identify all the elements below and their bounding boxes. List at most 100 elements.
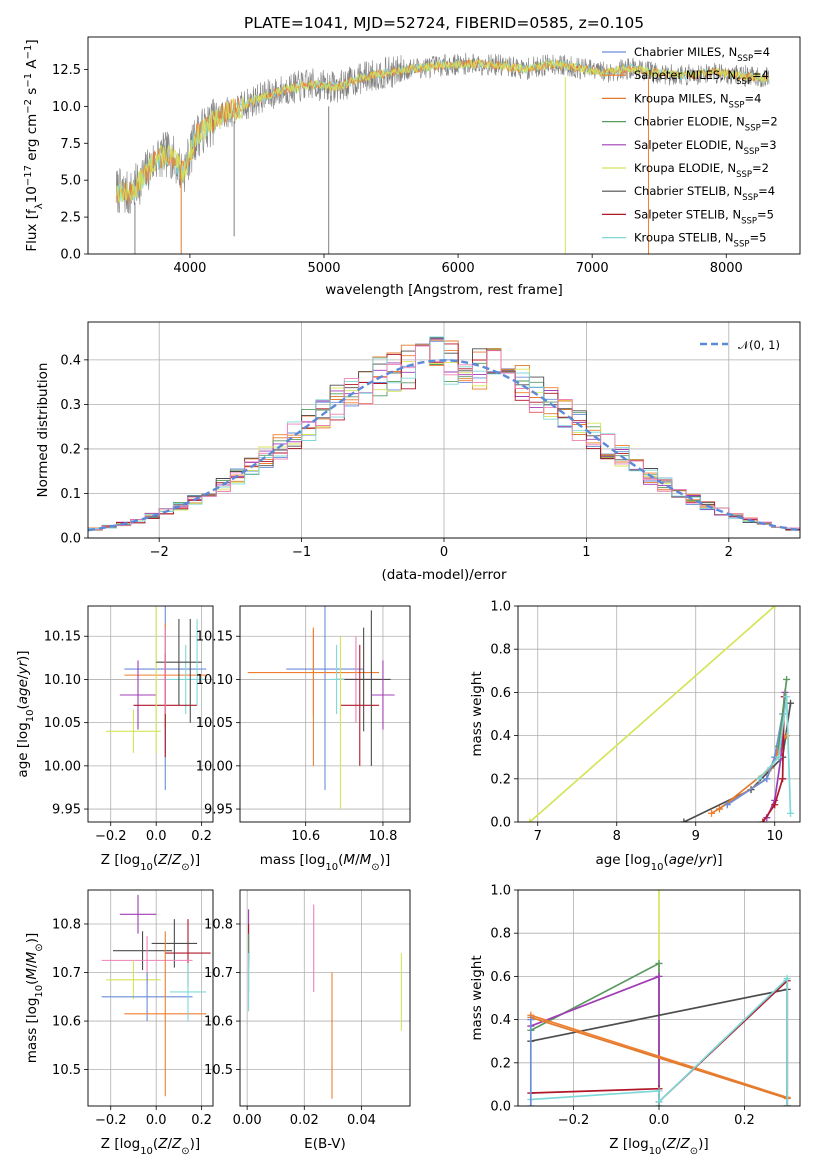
x-tick-label: 0.0 <box>146 1113 167 1128</box>
axes-age-vs-Z: −0.2 0.0 0.2 9.95 10.00 10.05 10.10 10.15 Z [log… <box>15 606 213 873</box>
label-part: yr <box>697 852 713 868</box>
y-axis-label: Flux [fλ10−17 erg cm−2 s−1 A−1] <box>23 39 45 251</box>
label-part: / <box>167 1136 172 1152</box>
axes-age-vs-mass: 10.6 10.8 9.95 10.00 10.05 10.10 10.15 mass [lo… <box>196 606 410 873</box>
legend-tail: =2 <box>761 115 778 129</box>
label-part: ( <box>661 1136 666 1152</box>
legend-label: Salpeter ELODIE, N <box>634 138 744 152</box>
legend-tail: =2 <box>752 161 769 175</box>
label-part: M <box>24 968 40 980</box>
y-tick-label: 10.7 <box>204 966 233 981</box>
y-tick-label: 0.0 <box>490 1100 511 1115</box>
mass-weight-series <box>762 696 786 822</box>
frame-mass-vs-ebv <box>239 889 411 1107</box>
label-part: Z <box>171 1136 182 1152</box>
label-part: ( <box>153 852 158 868</box>
legend-entry: Kroupa MILES, NSSP=4 <box>634 91 761 110</box>
y-tick-label: 1.0 <box>490 884 511 899</box>
mass-weight-point <box>527 1102 535 1106</box>
label-part: )] <box>24 933 40 944</box>
label-part: Z [log <box>101 852 140 868</box>
label-part: ( <box>663 852 668 868</box>
y-tick-label: 10.10 <box>196 673 233 688</box>
y-tick-label: 9.95 <box>52 803 81 818</box>
mass-weight-point <box>775 753 783 761</box>
x-tick-label: −0.2 <box>558 1113 590 1128</box>
mass-weight-point <box>715 805 723 813</box>
x-tick-label: −0.2 <box>95 1113 127 1128</box>
x-tick-label: 0.02 <box>290 1113 319 1128</box>
frame-mass-weight-vs-Z <box>517 889 801 1107</box>
label-part: ⊙ <box>371 862 379 873</box>
x-tick-label: 7 <box>534 829 542 844</box>
x-tick-label: 10.8 <box>368 829 397 844</box>
mass-weight-point <box>787 699 795 707</box>
y-tick-label: 0.2 <box>490 1056 511 1071</box>
x-axis-label: E(B-V) <box>304 1136 346 1152</box>
legend-entry: Chabrier STELIB, NSSP=4 <box>634 184 775 203</box>
x-tick-label: 7000 <box>576 261 609 276</box>
x-axis-label: Z [log10(Z/Z⊙)] <box>609 1136 708 1157</box>
legend-sub: SSP <box>741 216 757 226</box>
legend-tail: =4 <box>758 184 775 198</box>
y-tick-label: 5.0 <box>60 174 81 189</box>
label-part: 10 <box>651 862 664 873</box>
legend-tail: =5 <box>749 231 766 245</box>
label-part: ⊙ <box>34 943 45 951</box>
label-part: )] <box>15 650 31 661</box>
y-tick-label: 10.8 <box>204 917 233 932</box>
y-tick-label: 9.95 <box>204 803 233 818</box>
x-tick-label: 4000 <box>173 261 206 276</box>
x-tick-label: 8 <box>613 829 621 844</box>
label-part: −2 <box>23 99 34 114</box>
y-tick-label: 10.7 <box>52 966 81 981</box>
mass-weight-point <box>759 818 767 822</box>
label-part: Z [log <box>101 1136 140 1152</box>
x-tick-label: 0.2 <box>191 829 212 844</box>
normal-curve <box>88 359 800 532</box>
model-spectrum-line <box>115 59 770 203</box>
mass-weight-point <box>655 1098 663 1106</box>
y-tick-label: 10.5 <box>204 1063 233 1078</box>
label-part: age [log <box>15 722 31 777</box>
legend-tail: =3 <box>760 138 777 152</box>
label-part: 10 <box>140 862 153 873</box>
x-axis-label: wavelength [Angstrom, rest frame] <box>325 282 563 298</box>
mass-weight-series <box>777 679 788 747</box>
legend-tail: =4 <box>753 45 770 59</box>
mass-weight-point <box>779 775 787 783</box>
y-tick-label: 10.15 <box>44 630 81 645</box>
mass-weight-point <box>755 775 763 783</box>
y-tick-label: 0.8 <box>490 927 511 942</box>
mass-weight-point <box>680 818 688 822</box>
label-part: M <box>24 951 40 963</box>
mass-weight-point <box>771 606 779 610</box>
label-part: 10 <box>140 1146 153 1157</box>
mass-weight-point <box>763 775 771 783</box>
mass-weight-point <box>783 1102 791 1106</box>
x-tick-label: −1 <box>292 545 311 560</box>
label-part: −1 <box>23 73 34 88</box>
legend-label: Chabrier MILES, N <box>634 45 737 59</box>
label-part: Z <box>157 1136 168 1152</box>
y-tick-label: 0.6 <box>490 686 511 701</box>
x-tick-label: 9 <box>692 829 700 844</box>
legend-entry: Kroupa ELODIE, NSSP=2 <box>634 161 769 180</box>
mass-weight-point <box>655 890 663 894</box>
legend-sub: SSP <box>729 100 745 110</box>
y-tick-label: 0.0 <box>490 816 511 831</box>
mass-weight-point <box>787 809 795 817</box>
legend-sub: SSP <box>736 170 752 180</box>
legend-label: Salpeter MILES, N <box>634 68 736 82</box>
y-tick-label: 0.2 <box>60 442 81 457</box>
label-part: −1 <box>23 45 34 60</box>
legend-tail: =4 <box>744 91 761 105</box>
frame-age-vs-Z <box>87 605 214 823</box>
legend-entry: Salpeter STELIB, NSSP=5 <box>634 207 774 226</box>
y-tick-label: 0.8 <box>490 643 511 658</box>
label-part: ( <box>153 1136 158 1152</box>
axes-mass-vs-Z: −0.2 0.0 0.210.510.610.710.8Z [log10(Z/Z⊙)… <box>24 890 213 1157</box>
label-part: Z [log <box>609 1136 648 1152</box>
x-tick-label: 0.0 <box>649 1113 670 1128</box>
